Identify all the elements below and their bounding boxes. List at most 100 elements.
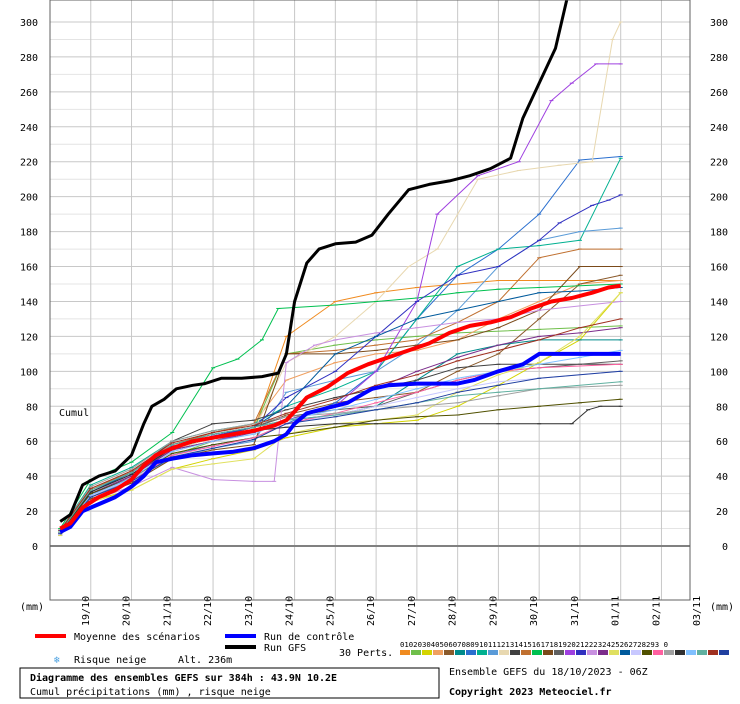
y-tick-label-right: 160: [710, 263, 728, 274]
y-tick-label-left: 240: [20, 123, 38, 134]
y-tick-label-left: 220: [20, 158, 38, 169]
pert-swatch-10: [499, 650, 509, 655]
y-tick-label-right: 240: [710, 123, 728, 134]
axes: 0 0 20 20 40 40 60 60 80 80 100 100 120 120 140 140 160 1…: [20, 0, 728, 626]
pert-series-30: [58, 370, 623, 535]
mean-series: [59, 283, 621, 531]
y-tick-label-right: 260: [710, 88, 728, 99]
legend-control-label: Run de contrôle: [264, 631, 354, 643]
y-tick-label-left: 140: [20, 297, 38, 308]
pert-swatch-06: [455, 650, 465, 655]
pert-swatch-23: [642, 650, 652, 655]
pert-swatch-08: [477, 650, 487, 655]
x-tick-label: 01/11: [611, 596, 622, 626]
y-axis-unit-left: (mm): [20, 602, 44, 613]
x-tick-label: 30/10: [529, 596, 540, 626]
gfs-run-series-line: [59, 0, 569, 523]
chart-title: Diagramme des ensembles GEFS sur 384h : …: [30, 672, 337, 684]
y-tick-label-right: 120: [710, 332, 728, 343]
pert-swatch-17: [576, 650, 586, 655]
y-tick-label-right: 140: [710, 297, 728, 308]
gfs-run-series: [59, 0, 569, 523]
y-tick-label-left: 120: [20, 332, 38, 343]
y-tick-label-right: 100: [710, 367, 728, 378]
pert-series-28-line: [59, 381, 621, 533]
x-tick-label: 22/10: [203, 596, 214, 626]
y-tick-label-left: 300: [20, 18, 38, 29]
y-tick-label-left: 0: [32, 542, 38, 553]
pert-series-22-line: [59, 370, 621, 535]
y-tick-label-left: 260: [20, 88, 38, 99]
pert-swatch-05: [444, 650, 454, 655]
pert-swatch-27: [686, 650, 696, 655]
legend-pert-numbers: 0102030405060708091011121314151617181920…: [400, 640, 668, 649]
x-tick-label: 25/10: [325, 596, 336, 626]
pert-series-29: [58, 318, 623, 531]
y-tick-label-right: 40: [716, 472, 728, 483]
y-tick-label-right: 280: [710, 53, 728, 64]
pert-swatch-25: [664, 650, 674, 655]
y-tick-label-left: 160: [20, 263, 38, 274]
snowflake-icon: ❄: [54, 655, 61, 666]
x-tick-label: 27/10: [407, 596, 418, 626]
x-tick-label: 19/10: [81, 596, 92, 626]
altitude-label: Alt. 236m: [178, 655, 232, 666]
pert-swatch-16: [565, 650, 575, 655]
y-tick-label-right: 200: [710, 193, 728, 204]
pert-swatch-14: [543, 650, 553, 655]
legend: Moyenne des scénarios Run de contrôle Ru…: [35, 631, 729, 666]
chart-subtitle: Cumul précipitations (mm) , risque neige: [30, 686, 271, 698]
pert-swatch-15: [554, 650, 564, 655]
pert-swatch-26: [675, 650, 685, 655]
series-layer: [58, 0, 623, 537]
pert-series-18-line: [59, 301, 621, 536]
y-tick-label-left: 180: [20, 228, 38, 239]
y-tick-label-right: 220: [710, 158, 728, 169]
title-box: [19, 667, 440, 699]
pert-swatch-01: [400, 650, 410, 655]
y-axis-unit-right: (mm): [710, 602, 734, 613]
y-tick-label-left: 60: [26, 437, 38, 448]
ensemble-info: Ensemble GEFS du 18/10/2023 - 06Z: [449, 667, 648, 678]
pert-swatch-22: [631, 650, 641, 655]
x-tick-label: 23/10: [244, 596, 255, 626]
y-tick-label-left: 40: [26, 472, 38, 483]
legend-perts-label: 30 Perts.: [339, 648, 393, 659]
y-tick-label-right: 180: [710, 228, 728, 239]
legend-snow-label: Risque neige: [74, 655, 146, 666]
y-tick-label-left: 100: [20, 367, 38, 378]
pert-swatch-11: [510, 650, 520, 655]
y-tick-label-right: 20: [716, 507, 728, 518]
pert-swatch-29: [708, 650, 718, 655]
pert-swatch-09: [488, 650, 498, 655]
pert-swatch-28: [697, 650, 707, 655]
pert-swatch-18: [587, 650, 597, 655]
y-tick-label-left: 280: [20, 53, 38, 64]
pert-swatch-20: [609, 650, 619, 655]
y-tick-label-left: 80: [26, 402, 38, 413]
pert-swatch-02: [411, 650, 421, 655]
control-run-series-line: [59, 351, 621, 534]
pert-swatch-12: [521, 650, 531, 655]
pert-swatch-24: [653, 650, 663, 655]
pert-swatch-03: [422, 650, 432, 655]
pert-swatches: [400, 650, 729, 655]
control-run-series: [59, 351, 621, 534]
x-tick-label: 02/11: [651, 596, 662, 626]
y-tick-label-right: 300: [710, 18, 728, 29]
y-tick-label-right: 0: [722, 542, 728, 553]
grid: [49, 0, 690, 600]
pert-swatch-30: [719, 650, 729, 655]
x-tick-label: 21/10: [162, 596, 173, 626]
pert-swatch-13: [532, 650, 542, 655]
x-tick-label: 26/10: [366, 596, 377, 626]
copyright: Copyright 2023 Meteociel.fr: [449, 686, 612, 698]
pert-swatch-07: [466, 650, 476, 655]
mean-series-line: [59, 283, 621, 531]
pert-swatch-19: [598, 650, 608, 655]
legend-mean-label: Moyenne des scénarios: [74, 631, 200, 643]
pert-swatch-21: [620, 650, 630, 655]
y-tick-label-right: 80: [716, 402, 728, 413]
x-tick-label: 20/10: [122, 596, 133, 626]
